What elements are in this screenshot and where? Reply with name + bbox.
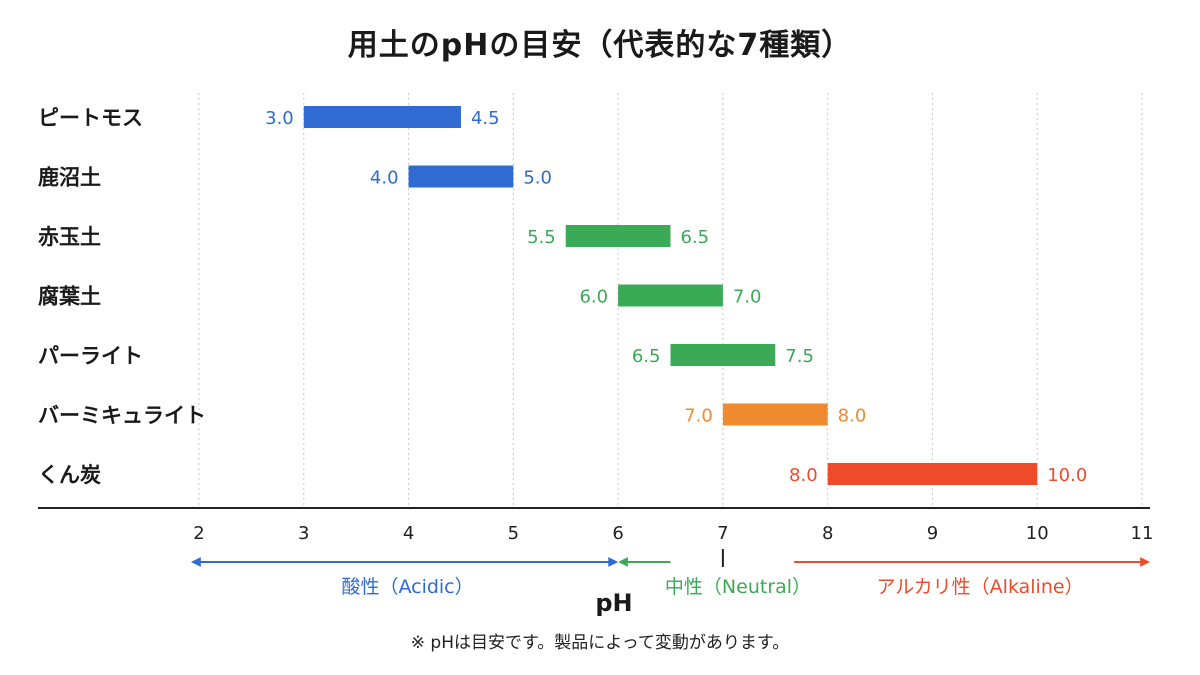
bar-high-label: 8.0 — [838, 406, 867, 427]
x-tick-label: 6 — [612, 523, 623, 544]
region-label-acidic: 酸性（Acidic） — [341, 576, 473, 598]
bar-high-label: 5.0 — [523, 168, 552, 189]
range-bar — [670, 344, 776, 366]
range-bar — [618, 284, 723, 307]
x-tick-label: 7 — [717, 523, 728, 544]
range-bar — [565, 225, 671, 247]
bar-low-label: 4.0 — [370, 168, 399, 189]
bar-high-label: 10.0 — [1047, 465, 1087, 486]
x-tick-label: 4 — [403, 523, 414, 544]
bar-low-label: 6.5 — [632, 346, 661, 367]
category-label: ピートモス — [38, 106, 143, 130]
footnote: ※ pHは目安です。製品によって変動があります。 — [410, 633, 790, 653]
x-axis-title: pH — [595, 589, 632, 617]
bar-high-label: 7.5 — [785, 346, 814, 367]
bar-high-label: 6.5 — [681, 227, 710, 248]
arrow-head — [618, 557, 628, 567]
range-bar — [722, 403, 828, 426]
x-tick-label: 10 — [1026, 523, 1049, 544]
arrow-head — [191, 557, 201, 567]
category-label: 鹿沼土 — [38, 166, 101, 190]
category-label: 赤玉土 — [38, 225, 101, 249]
range-bar — [827, 463, 1038, 485]
category-label: 腐葉土 — [38, 285, 101, 309]
range-bar — [303, 106, 461, 128]
x-tick-label: 11 — [1131, 523, 1154, 544]
bar-high-label: 4.5 — [471, 108, 500, 129]
x-tick-label: 3 — [298, 523, 309, 544]
bar-low-label: 6.0 — [579, 287, 608, 308]
region-label-neutral: 中性（Neutral） — [665, 576, 811, 598]
category-label: くん炭 — [38, 463, 101, 487]
arrow-head — [608, 557, 619, 567]
bar-high-label: 7.0 — [733, 287, 762, 308]
x-tick-label: 2 — [193, 523, 204, 544]
arrow-head — [1140, 557, 1150, 567]
bar-low-label: 7.0 — [684, 406, 713, 427]
category-label: パーライト — [38, 344, 143, 368]
category-label: バーミキュライト — [38, 404, 206, 428]
bar-low-label: 3.0 — [265, 108, 294, 129]
x-tick-label: 9 — [927, 523, 938, 544]
region-label-alkaline: アルカリ性（Alkaline） — [876, 576, 1083, 598]
range-bar — [408, 165, 514, 188]
bar-low-label: 5.5 — [527, 227, 556, 248]
x-tick-label: 5 — [508, 523, 519, 544]
x-tick-label: 8 — [822, 523, 833, 544]
chart-title: 用土のpHの目安（代表的な7種類） — [347, 28, 853, 63]
bar-low-label: 8.0 — [789, 465, 818, 486]
